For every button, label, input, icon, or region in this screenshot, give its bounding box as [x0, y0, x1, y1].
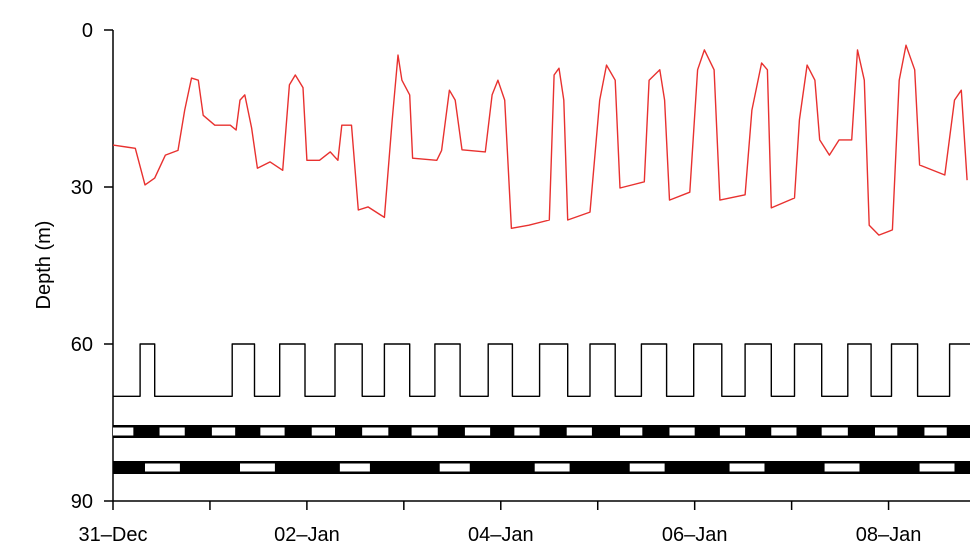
band-gap	[566, 427, 592, 436]
plot-area	[113, 44, 970, 474]
band-gap	[339, 463, 370, 472]
band-gap	[362, 427, 389, 436]
band-gap	[411, 427, 438, 436]
band-gap	[874, 427, 898, 436]
band-gap	[159, 427, 185, 436]
x-tick-label: 02–Jan	[274, 524, 340, 546]
y-axis-label: Depth (m)	[33, 221, 55, 310]
band-gap	[821, 427, 848, 436]
band-gap	[771, 427, 797, 436]
band-gap	[620, 427, 643, 436]
band-gap	[824, 463, 860, 472]
y-tick-label: 90	[71, 491, 93, 513]
band-gap	[924, 427, 947, 436]
band-gap	[311, 427, 336, 436]
band-gap	[260, 427, 285, 436]
y-tick-label: 0	[82, 20, 93, 42]
y-tick-label: 60	[71, 334, 93, 356]
band-gap	[719, 427, 746, 436]
band-gap	[211, 427, 236, 436]
band-gap	[239, 463, 275, 472]
series-line	[113, 44, 968, 236]
band-gap	[113, 427, 134, 436]
series-line	[113, 343, 970, 397]
band-gap	[514, 427, 540, 436]
band-gap	[919, 463, 955, 472]
x-tick-label: 04–Jan	[468, 524, 534, 546]
band-gap	[144, 463, 180, 472]
band-gap	[669, 427, 695, 436]
band-gap	[729, 463, 765, 472]
band-gap	[629, 463, 665, 472]
band-gap	[534, 463, 570, 472]
band-gap	[439, 463, 470, 472]
band-gap	[464, 427, 491, 436]
x-tick-label: 08–Jan	[856, 524, 922, 546]
x-tick-label: 31–Dec	[79, 524, 148, 546]
x-tick-label: 06–Jan	[662, 524, 728, 546]
y-tick-label: 30	[71, 177, 93, 199]
